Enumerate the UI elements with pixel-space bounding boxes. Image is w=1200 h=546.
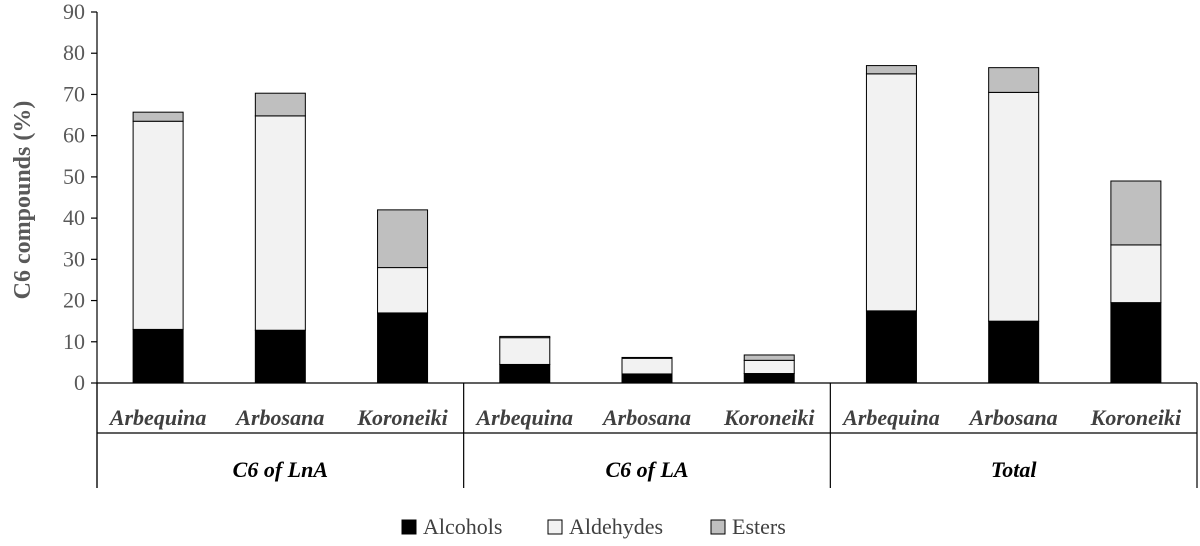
y-tick-label: 0 [74, 370, 85, 395]
y-tick-label: 10 [63, 329, 85, 354]
bar-segment-esters [499, 335, 551, 339]
bar-segment-alcohols [743, 373, 795, 384]
legend-label: Alcohols [423, 514, 502, 539]
x-group-label: C6 of LA [605, 457, 688, 482]
x-category-label: Arbosana [601, 405, 691, 430]
x-category-label: Arbequina [108, 405, 207, 430]
y-tick-label: 40 [63, 205, 85, 230]
y-tick-label: 50 [63, 164, 85, 189]
x-group-label: C6 of LnA [233, 457, 328, 482]
bar-segment-aldehydes [743, 359, 795, 375]
bar-segment-aldehydes [621, 357, 673, 375]
legend-label: Aldehydes [569, 514, 663, 539]
bar-segment-esters [132, 111, 184, 122]
bar-segment-alcohols [621, 373, 673, 384]
x-category-label: Arbequina [474, 405, 573, 430]
bar-segment-aldehydes [1110, 244, 1162, 304]
bar-segment-alcohols [254, 329, 306, 384]
y-tick-label: 30 [63, 246, 85, 271]
bar-segment-esters [377, 209, 429, 269]
x-category-label: Arbosana [968, 405, 1058, 430]
x-category-label: Arbequina [841, 405, 940, 430]
x-category-label: Koroneiki [356, 405, 448, 430]
y-tick-label: 80 [63, 40, 85, 65]
y-tick-label: 20 [63, 288, 85, 313]
bar-segment-esters [1110, 180, 1162, 246]
legend: Alcohols Aldehydes Esters [401, 514, 786, 539]
legend-swatch-alcohols [401, 519, 417, 535]
x-axis: Arbequina Arbosana Koroneiki C6 of LnA Arbeq… [96, 382, 1198, 488]
bar-segment-esters [743, 354, 795, 361]
bar-segment-alcohols [865, 310, 917, 384]
bar-segment-aldehydes [377, 267, 429, 314]
bar-segment-esters [254, 92, 306, 117]
legend-swatch-esters [710, 519, 726, 535]
bar-segment-alcohols [1110, 302, 1162, 384]
x-category-label: Koroneiki [1090, 405, 1182, 430]
y-tick-label: 90 [63, 0, 85, 24]
bar-segment-esters [988, 67, 1040, 93]
bar-segment-alcohols [132, 328, 184, 384]
bar-segment-esters [865, 65, 917, 75]
legend-label: Esters [732, 514, 786, 539]
bar-segment-aldehydes [254, 115, 306, 331]
y-tick-label: 60 [63, 123, 85, 148]
x-group-label: Total [991, 457, 1038, 482]
bar-segment-esters [621, 356, 673, 359]
x-category-label: Koroneiki [723, 405, 815, 430]
bar-segment-alcohols [499, 363, 551, 384]
bar-segment-aldehydes [865, 73, 917, 312]
y-tick-label: 70 [63, 81, 85, 106]
y-axis-label: C6 compounds (%) [10, 101, 36, 300]
bar-segment-aldehydes [988, 91, 1040, 322]
legend-swatch-aldehydes [547, 519, 563, 535]
bars [132, 65, 1162, 384]
y-axis: 0 10 20 30 40 50 60 70 80 90 [63, 0, 98, 488]
bar-segment-alcohols [988, 320, 1040, 384]
bar-segment-aldehydes [132, 120, 184, 330]
bar-segment-alcohols [377, 312, 429, 384]
x-category-label: Arbosana [234, 405, 324, 430]
bar-segment-aldehydes [499, 337, 551, 365]
